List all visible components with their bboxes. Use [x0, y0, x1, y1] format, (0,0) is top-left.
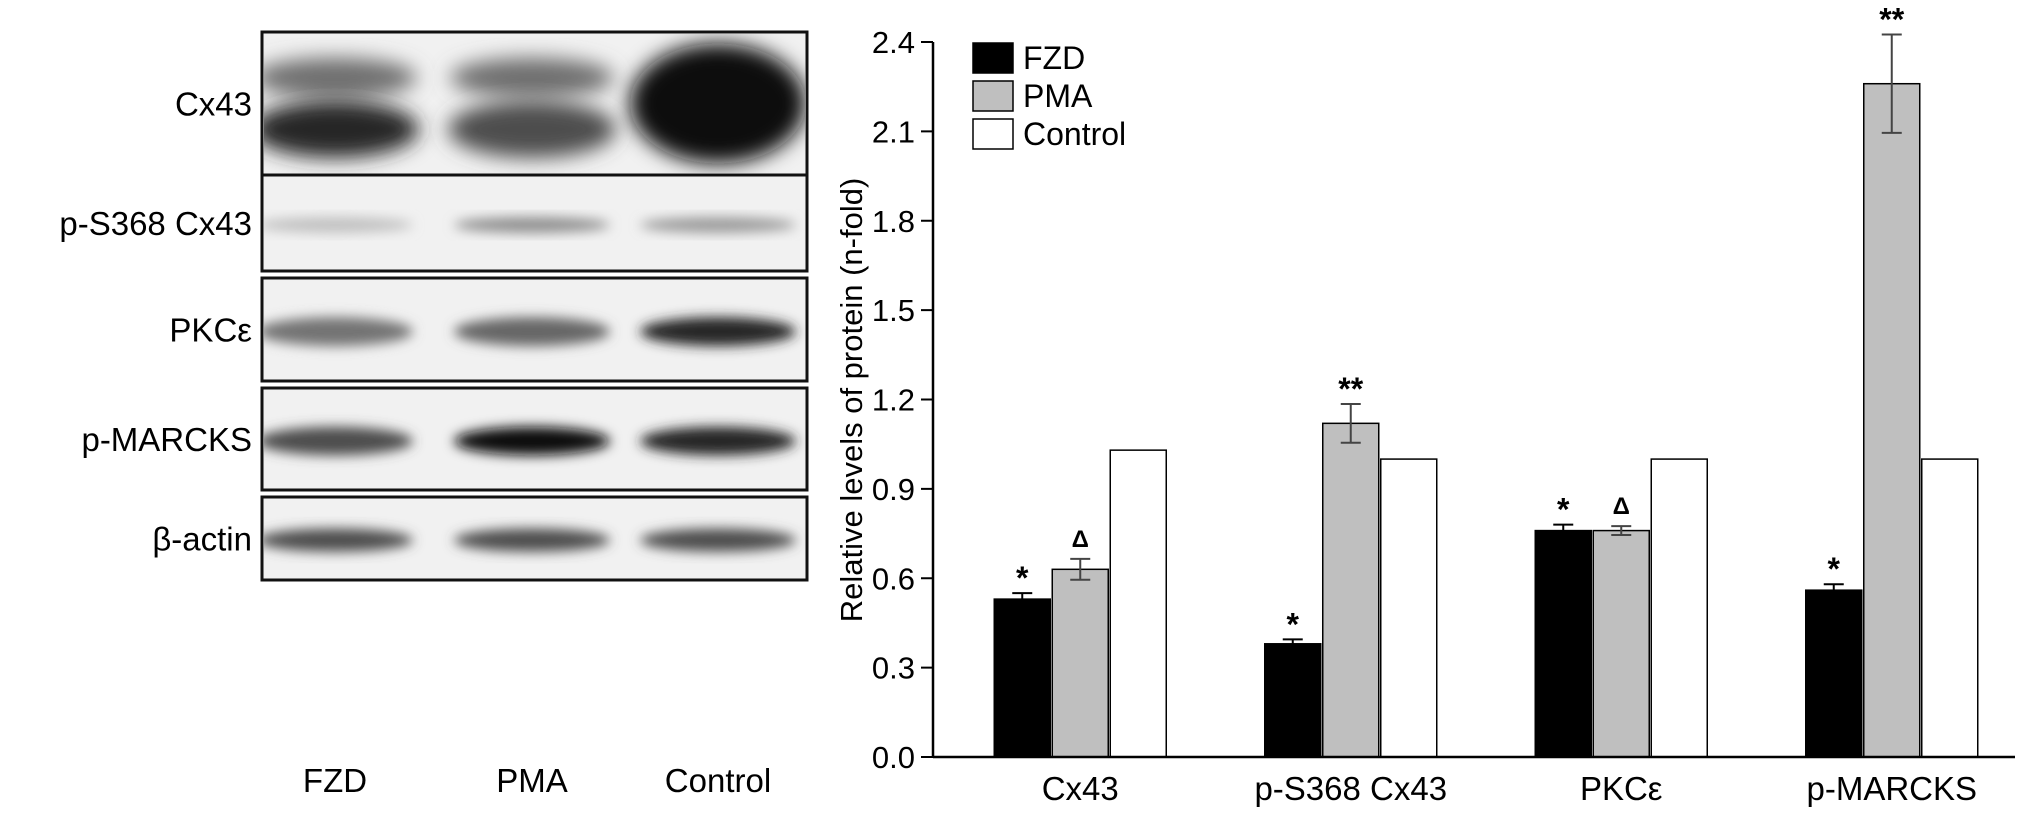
legend-label: PMA — [1023, 78, 1093, 114]
significance-mark: ** — [1338, 371, 1363, 407]
blot-band — [264, 57, 417, 98]
y-tick-label: 0.6 — [872, 561, 915, 596]
y-axis-label: Relative levels of protein (n-fold) — [834, 178, 869, 623]
blot-band — [450, 57, 614, 98]
blot-lane-label: FZD — [303, 762, 367, 799]
blot-band — [264, 100, 419, 158]
blot-row: Cx43 — [175, 30, 809, 177]
blot-band — [454, 217, 610, 233]
blot-band — [640, 528, 796, 552]
blot-band — [264, 217, 413, 233]
y-tick-label: 1.2 — [872, 383, 915, 418]
blot-row-label: p-MARCKS — [81, 421, 252, 458]
blot-band — [454, 317, 610, 346]
blot-row-label: PKCε — [169, 312, 252, 349]
blot-row-label: β-actin — [152, 521, 252, 558]
blot-band — [448, 100, 616, 158]
significance-mark: Δ — [1072, 526, 1089, 553]
western-blot-panel: Cx43 p-S368 Cx43 PKCε p-MARCKS β-actin FZD PM… — [59, 30, 809, 799]
blot-band — [630, 43, 805, 164]
blot-row: PKCε — [169, 276, 809, 383]
y-tick-label: 0.0 — [872, 740, 915, 775]
significance-mark: * — [1557, 492, 1570, 528]
bar-control — [1109, 449, 1167, 758]
bar-fzd — [1264, 643, 1322, 758]
significance-mark: * — [1016, 560, 1029, 596]
blot-row: β-actin — [152, 495, 809, 582]
bar-control — [1650, 458, 1708, 758]
bar-pma — [1322, 422, 1380, 758]
x-tick-label: Cx43 — [1042, 770, 1119, 807]
bar-control — [1921, 458, 1979, 758]
blot-band — [264, 528, 413, 552]
significance-mark: Δ — [1613, 493, 1630, 520]
bar-pma — [1592, 529, 1650, 758]
y-tick-label: 0.3 — [872, 651, 915, 686]
y-tick-label: 2.4 — [872, 25, 915, 60]
blot-band — [640, 217, 796, 233]
bar-fzd — [1534, 529, 1592, 758]
bar-fzd — [993, 598, 1051, 758]
significance-mark: ** — [1879, 2, 1904, 38]
legend-label: FZD — [1023, 40, 1085, 76]
y-tick-label: 1.8 — [872, 204, 915, 239]
blot-lane-label: Control — [665, 762, 771, 799]
significance-mark: * — [1287, 606, 1300, 642]
bar-pma — [1051, 568, 1109, 758]
bar-chart: Relative levels of protein (n-fold) 0.0 0… — [834, 2, 2015, 807]
legend-label: Control — [1023, 116, 1126, 152]
bar-control — [1380, 458, 1438, 758]
blot-band — [640, 317, 796, 346]
y-tick-label: 1.5 — [872, 293, 915, 328]
y-tick-label: 2.1 — [872, 114, 915, 149]
legend-swatch — [972, 118, 1014, 150]
significance-mark: * — [1828, 551, 1841, 587]
blot-band — [454, 528, 610, 552]
blot-row: p-S368 Cx43 — [59, 173, 809, 273]
x-tick-label: p-S368 Cx43 — [1254, 770, 1447, 807]
legend-swatch — [972, 80, 1014, 112]
x-tick-label: PKCε — [1580, 770, 1663, 807]
x-tick-label: p-MARCKS — [1806, 770, 1977, 807]
blot-band — [264, 426, 413, 456]
blot-row-label: Cx43 — [175, 86, 252, 123]
bar-pma — [1863, 82, 1921, 758]
legend-swatch — [972, 42, 1014, 74]
y-tick-label: 0.9 — [872, 472, 915, 507]
blot-band — [454, 426, 610, 456]
blot-lane-label: PMA — [496, 762, 568, 799]
blot-band — [264, 317, 413, 346]
bar-fzd — [1805, 589, 1863, 758]
blot-band — [640, 426, 796, 456]
blot-row: p-MARCKS — [81, 386, 809, 492]
blot-row-label: p-S368 Cx43 — [59, 205, 252, 242]
